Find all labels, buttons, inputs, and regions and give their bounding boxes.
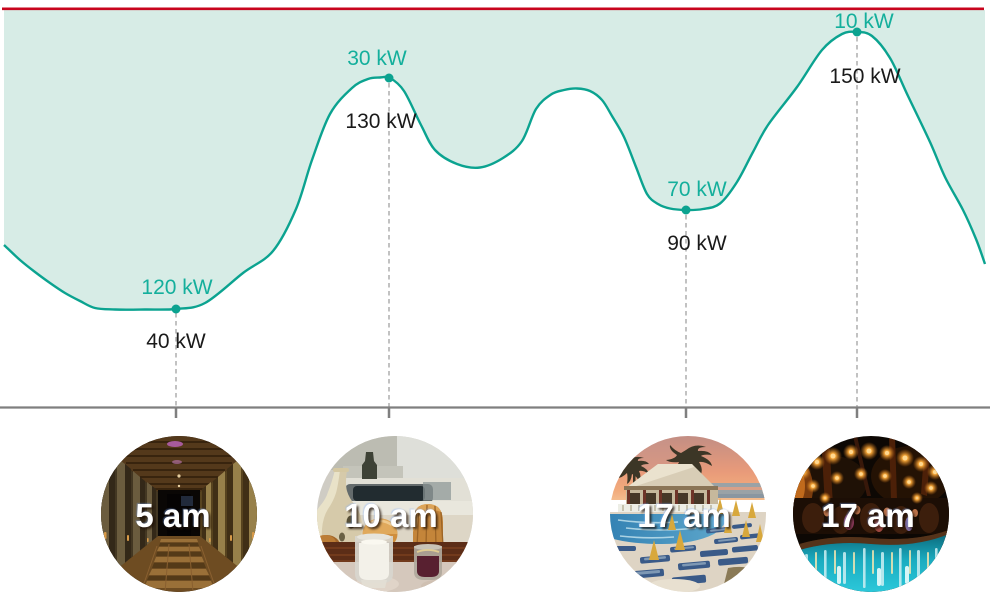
svg-text:70 kW: 70 kW [667,178,727,201]
svg-text:10 kW: 10 kW [834,10,894,33]
svg-text:120 kW: 120 kW [141,276,212,299]
svg-text:150 kW: 150 kW [829,65,900,88]
svg-text:30 kW: 30 kW [347,47,407,70]
svg-text:90 kW: 90 kW [667,232,727,255]
svg-text:130 kW: 130 kW [345,110,416,133]
svg-text:40 kW: 40 kW [146,330,206,353]
